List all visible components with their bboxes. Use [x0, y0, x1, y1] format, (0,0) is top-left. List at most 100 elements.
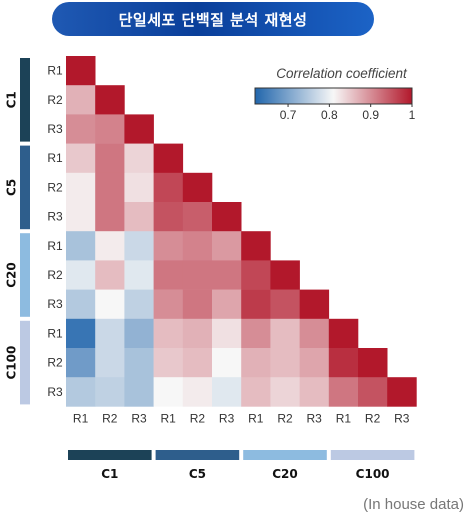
col-tick-label: R3: [131, 411, 147, 425]
heatmap-cell: [66, 202, 96, 232]
heatmap-cell: [124, 202, 154, 232]
heatmap-cell: [358, 377, 388, 407]
heatmap-cell: [182, 318, 213, 349]
bottom-group-label: C100: [356, 467, 390, 481]
heatmap-cell: [95, 114, 125, 144]
col-tick-label: R3: [219, 411, 235, 425]
heatmap-cell: [153, 202, 184, 232]
col-tick-label: R1: [248, 411, 264, 425]
heatmap-cell: [95, 85, 125, 115]
heatmap-cell: [95, 318, 125, 349]
col-tick-label: R1: [73, 411, 89, 425]
heatmap-cell: [299, 348, 330, 378]
heatmap-cell: [124, 143, 154, 174]
heatmap-cell: [66, 318, 96, 349]
row-tick-label: R3: [47, 297, 63, 311]
heatmap-cell: [212, 318, 242, 349]
heatmap-cell: [124, 289, 154, 320]
heatmap-cell: [212, 348, 242, 378]
heatmap-cell: [212, 231, 242, 261]
heatmap-cell: [241, 377, 271, 407]
heatmap-cell: [153, 143, 184, 174]
heatmap-cell: [241, 348, 271, 378]
row-tick-label: R3: [47, 210, 63, 224]
heatmap-cell: [182, 202, 213, 232]
left-group-bar: [20, 233, 30, 317]
heatmap-cell: [270, 260, 300, 290]
heatmap-cell: [95, 377, 125, 407]
heatmap-cell: [124, 260, 154, 290]
heatmap-cell: [182, 260, 213, 290]
row-tick-label: R3: [47, 122, 63, 136]
heatmap-cell: [358, 348, 388, 378]
col-tick-label: R2: [102, 411, 118, 425]
heatmap-cell: [270, 289, 300, 320]
chart-title: 단일세포 단백질 분석 재현성: [52, 2, 374, 36]
heatmap-cell: [95, 348, 125, 378]
heatmap-cell: [328, 348, 359, 378]
heatmap-cell: [212, 260, 242, 290]
bottom-group-bar: [243, 450, 327, 460]
heatmap-cell: [387, 377, 417, 407]
heatmap-cell: [66, 231, 96, 261]
heatmap-cell: [124, 348, 154, 378]
bottom-group-bar: [155, 450, 240, 460]
col-tick-label: R3: [307, 411, 323, 425]
footnote: (In house data): [363, 496, 464, 513]
colorbar-tick-label: 0.9: [362, 108, 379, 122]
heatmap-cell: [241, 260, 271, 290]
heatmap-cell: [270, 377, 300, 407]
col-tick-label: R2: [190, 411, 206, 425]
heatmap-cell: [153, 318, 184, 349]
heatmap-cell: [153, 260, 184, 290]
row-tick-label: R1: [47, 64, 63, 78]
left-group-label: C1: [5, 91, 19, 108]
left-group-label: C100: [5, 346, 19, 380]
row-tick-label: R1: [47, 239, 63, 253]
heatmap-cell: [153, 348, 184, 378]
heatmap-cell: [182, 231, 213, 261]
heatmap-cell: [95, 289, 125, 320]
row-tick-label: R2: [47, 93, 63, 107]
heatmap-cell: [66, 85, 96, 115]
heatmap-cell: [182, 289, 213, 320]
heatmap-cell: [95, 231, 125, 261]
row-tick-label: R3: [47, 385, 63, 399]
bottom-group-bar: [68, 450, 152, 460]
heatmap-cell: [299, 377, 330, 407]
bottom-group-bar: [330, 450, 415, 460]
heatmap-cell: [66, 56, 96, 86]
heatmap-cell: [182, 172, 213, 203]
heatmap-cell: [182, 377, 213, 407]
left-group-label: C5: [5, 179, 19, 196]
heatmap-cell: [66, 289, 96, 320]
heatmap-cell: [153, 231, 184, 261]
heatmap-cell: [66, 143, 96, 174]
left-group-bar: [20, 145, 30, 230]
colorbar-tick-label: 0.8: [321, 108, 338, 122]
heatmap-cell: [66, 172, 96, 203]
heatmap-cell: [328, 377, 359, 407]
bottom-group-label: C1: [101, 467, 118, 481]
row-tick-label: R2: [47, 268, 63, 282]
heatmap-cell: [124, 377, 154, 407]
heatmap-cell: [270, 318, 300, 349]
left-group-bar: [20, 58, 30, 142]
heatmap-cell: [66, 348, 96, 378]
heatmap-cell: [153, 377, 184, 407]
heatmap-cell: [124, 114, 154, 144]
heatmap-cell: [66, 260, 96, 290]
heatmap-cell: [212, 202, 242, 232]
heatmap-cell: [124, 172, 154, 203]
col-tick-label: R2: [277, 411, 293, 425]
heatmap-cell: [299, 318, 330, 349]
row-tick-label: R1: [47, 326, 63, 340]
heatmap-cell: [124, 231, 154, 261]
heatmap-cell: [153, 289, 184, 320]
heatmap-cell: [328, 318, 359, 349]
heatmap-cell: [182, 348, 213, 378]
heatmap-cell: [95, 143, 125, 174]
heatmap-cell: [95, 202, 125, 232]
heatmap-cell: [299, 289, 330, 320]
